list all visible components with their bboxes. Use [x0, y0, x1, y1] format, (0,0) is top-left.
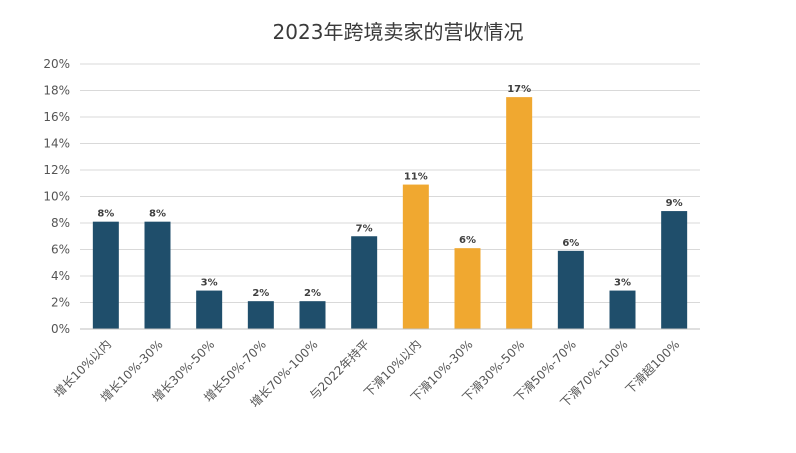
data-label: 17% [507, 84, 531, 95]
bar [609, 290, 636, 329]
y-tick-label: 4% [51, 269, 70, 283]
bar [454, 248, 481, 329]
bar [92, 221, 119, 329]
bar [557, 250, 584, 329]
data-label: 6% [459, 235, 476, 246]
data-label: 6% [562, 238, 579, 249]
bar [402, 184, 429, 329]
bar [299, 301, 326, 329]
bar [661, 211, 688, 329]
data-labels: 8% 8% 3% 2% 2% 7% 11% 6% 17% 6% 3% 9% [97, 84, 682, 299]
y-tick-label: 14% [43, 137, 70, 151]
data-label: 8% [149, 209, 166, 220]
bar [144, 221, 171, 329]
data-label: 2% [252, 288, 269, 299]
chart-title: 2023年跨境卖家的营收情况 [273, 20, 524, 44]
bars [92, 97, 688, 329]
y-axis-ticks: 0% 2% 4% 6% 8% 10% 12% 14% 16% 18% 20% [43, 57, 70, 336]
x-tick-label: 下滑超100% [622, 337, 682, 397]
y-tick-label: 18% [43, 84, 70, 98]
gridlines [80, 63, 700, 303]
y-tick-label: 6% [51, 243, 70, 257]
data-label: 11% [404, 172, 428, 183]
y-tick-label: 8% [51, 216, 70, 230]
y-tick-label: 20% [43, 57, 70, 71]
y-tick-label: 12% [43, 163, 70, 177]
x-axis-ticks: 增长10%以内增长10%-30%增长30%-50%增长50%-70%增长70%-… [51, 337, 682, 411]
data-label: 2% [304, 288, 321, 299]
data-label: 7% [356, 223, 373, 234]
y-tick-label: 0% [51, 322, 70, 336]
data-label: 3% [201, 278, 218, 289]
bar [351, 236, 378, 329]
data-label: 8% [97, 209, 114, 220]
data-label: 3% [614, 278, 631, 289]
y-tick-label: 2% [51, 296, 70, 310]
bar [506, 97, 533, 329]
y-tick-label: 16% [43, 110, 70, 124]
bar [196, 290, 223, 329]
data-label: 9% [666, 198, 683, 209]
y-tick-label: 10% [43, 190, 70, 204]
bar [247, 301, 274, 329]
